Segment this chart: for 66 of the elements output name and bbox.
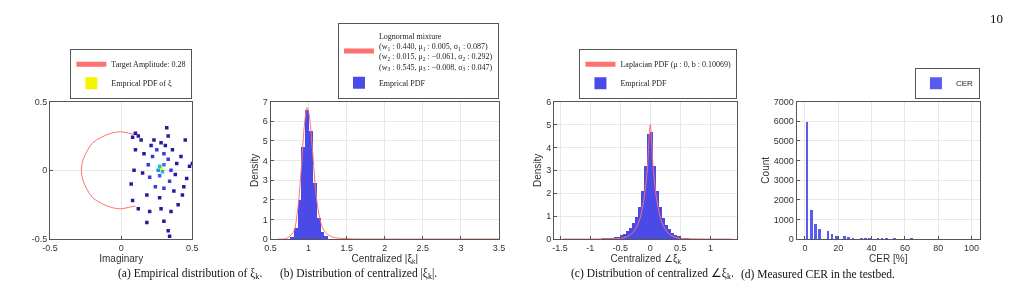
- y-tick-label: 0: [262, 234, 268, 245]
- y-tick-label: 0.5: [34, 96, 48, 107]
- y-tick-label: 1: [546, 211, 552, 222]
- y-tick-label: 3: [546, 165, 552, 176]
- x-tick-label: 100: [964, 242, 980, 253]
- x-tick-label: -0.5: [42, 242, 58, 253]
- x-tick-label: 20: [833, 242, 844, 253]
- y-tick-label: 1: [262, 214, 268, 225]
- legend-label: Emprical PDF of ξ: [111, 79, 173, 89]
- x-tick-label: 0.5: [186, 242, 199, 253]
- x-tick-label: 0: [118, 242, 124, 253]
- x-tick-label: 3.5: [492, 242, 506, 253]
- x-tick-label: 0: [647, 242, 653, 253]
- y-tick-label: -0.5: [31, 234, 48, 245]
- text: (a) Empirical distribution of ξ$_{k}$.: [118, 267, 263, 282]
- y-tick-label: 0: [42, 165, 48, 176]
- x-tick-label: -0.5: [612, 242, 628, 253]
- x-tick-label: 1: [306, 242, 312, 253]
- legend-label: Target Amplitude: 0.28: [111, 60, 186, 70]
- text: (d) Measured CER in the testbed.: [741, 268, 896, 281]
- y-tick-label: 5: [262, 135, 268, 146]
- x-tick-label: 0.5: [674, 242, 687, 253]
- y-axis-title: Density: [248, 153, 260, 187]
- y-tick-label: 1000: [773, 214, 794, 225]
- y-tick-label: 2: [262, 194, 268, 205]
- x-tick-label: 1: [707, 242, 713, 253]
- y-tick-label: 5000: [773, 135, 794, 146]
- y-tick-label: 7000: [773, 96, 794, 107]
- legend-label: CER: [955, 79, 974, 89]
- x-tick-label: 2: [382, 242, 388, 253]
- x-tick-label: 0: [802, 242, 808, 253]
- text: (b) Distribution of centralized |ξ$_{k}$|.: [280, 267, 438, 282]
- y-tick-label: 7: [262, 96, 268, 107]
- x-tick-label: 60: [899, 242, 910, 253]
- text: (c) Distribution of centralized ∠ξ$_{k}$.: [571, 267, 735, 282]
- y-tick-label: 4: [262, 155, 268, 166]
- x-tick-label: 80: [933, 242, 944, 253]
- x-tick-label: -1: [586, 242, 595, 253]
- y-tick-label: 0: [788, 234, 794, 245]
- x-axis-title: Centralized ∠ξ$_{k}$: [610, 252, 682, 265]
- legend-label: Laplacian PDF (μ : 0, b : 0.10069): [620, 60, 732, 70]
- x-tick-label: -1.5: [552, 242, 568, 253]
- x-axis-title: Imaginary: [99, 252, 144, 264]
- x-tick-label: 3: [458, 242, 464, 253]
- y-tick-label: 5: [546, 119, 552, 130]
- y-tick-label: 2000: [773, 194, 794, 205]
- x-axis-title: Centralized |ξ$_{k}$|: [351, 252, 419, 265]
- y-tick-label: 6: [546, 96, 552, 107]
- y-axis-title: Density: [532, 153, 544, 187]
- legend-label: Emprical PDF: [378, 78, 426, 88]
- y-tick-label: 2: [546, 188, 552, 199]
- y-tick-label: 6: [262, 116, 268, 127]
- y-tick-label: 6000: [773, 116, 794, 127]
- x-tick-label: 1.5: [340, 242, 353, 253]
- y-axis-title: Count: [759, 156, 771, 184]
- legend-label: Emprical PDF: [620, 79, 667, 89]
- y-tick-label: 0: [546, 234, 552, 245]
- x-tick-label: 2.5: [416, 242, 430, 253]
- y-tick-label: 3000: [773, 175, 794, 186]
- x-axis-title: CER [%]: [869, 252, 908, 264]
- text: Lognormal mixture (w$_{1}$ : 0.440, μ$_{1}$ : 0.005, σ$_{1}$ : 0.087) (w$_{2}$ : 0.015, μ$_{2}$ : −0.061, σ$_{2}$ : 0.292) (w$_{3}$ : 0.545, μ$_{3}$ : −0.008, σ$_{3}$ : 0.047): [378, 31, 493, 73]
- y-tick-label: 4000: [773, 155, 794, 166]
- text: 10: [990, 11, 1003, 26]
- y-tick-label: 3: [262, 175, 268, 186]
- x-tick-label: 40: [866, 242, 877, 253]
- y-tick-label: 4: [546, 142, 552, 153]
